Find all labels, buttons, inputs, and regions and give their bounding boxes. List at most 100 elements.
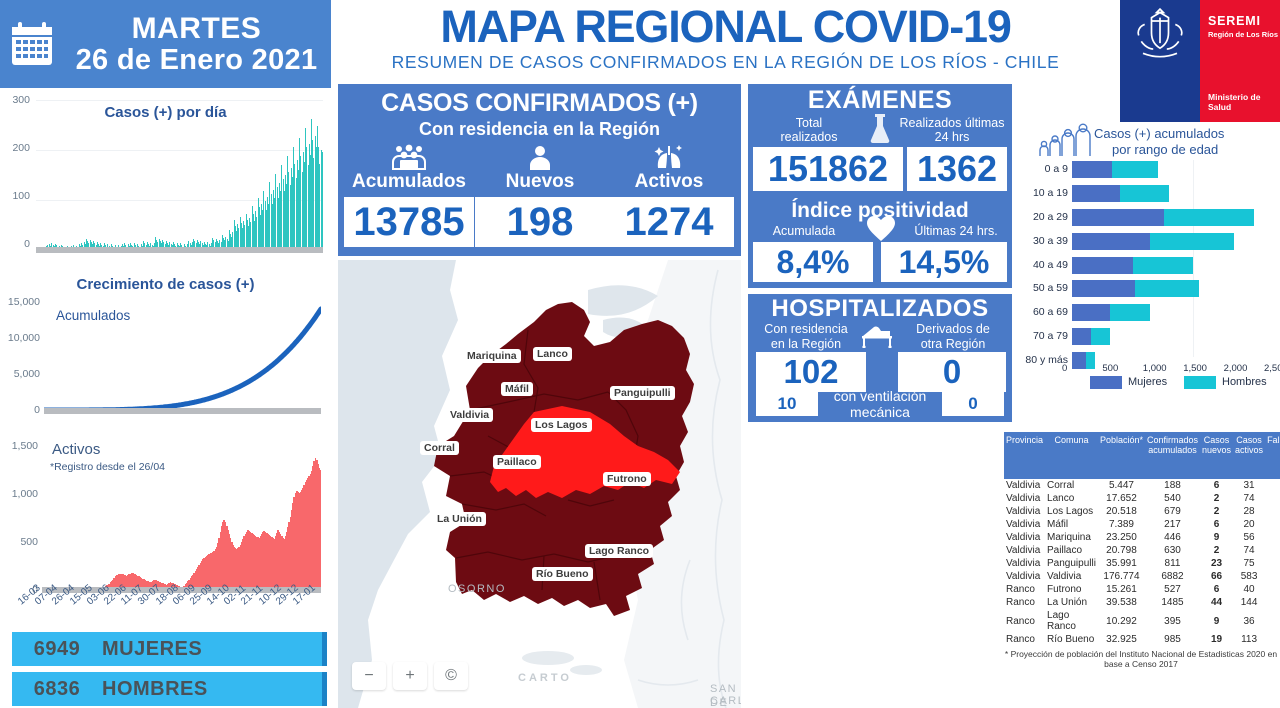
bar xyxy=(173,583,175,590)
bar xyxy=(215,546,218,590)
bar xyxy=(248,531,251,590)
x-axis-labels: 16-03 07-04 26-04 15-05 03-06 22-06 11-07 30-07… xyxy=(0,583,331,637)
bar xyxy=(127,574,129,590)
bar xyxy=(211,242,212,250)
bar xyxy=(277,530,279,590)
x-tick-label: 2,000 xyxy=(1223,363,1248,374)
chart-title: Crecimiento de casos (+) xyxy=(76,276,255,293)
bar xyxy=(197,242,199,250)
chart-casos-por-rango-edad: Casos (+) acumulados por rango de edad 0… xyxy=(1016,118,1280,418)
bar xyxy=(270,194,272,250)
bar xyxy=(240,541,243,590)
bar xyxy=(153,580,155,590)
regional-map[interactable]: Mariquina Lanco Máfil Panguipulli Valdiv… xyxy=(338,260,741,708)
ventilacion-row: 10 con ventilación mecánica 0 xyxy=(756,388,1004,420)
age-category-label: 60 a 69 xyxy=(1032,306,1068,319)
age-category-label: 30 a 39 xyxy=(1032,234,1068,247)
map-canvas[interactable] xyxy=(338,260,741,708)
table-cell: 20.518 xyxy=(1106,506,1137,518)
positividad-acumulada-label: Acumulada xyxy=(772,224,836,238)
bar xyxy=(305,128,306,250)
age-chart-title: Casos (+) acumulados por rango de edad xyxy=(1094,126,1224,157)
table-cell: Futrono xyxy=(1047,584,1082,596)
plot-area xyxy=(42,445,322,593)
bar xyxy=(280,535,283,590)
chart-casos-activos: Activos *Registro desde el 26/04 1,500 1… xyxy=(0,435,331,630)
bar xyxy=(274,535,277,590)
age-bar-hombres xyxy=(1164,208,1254,226)
map-zoom-out-button[interactable]: − xyxy=(352,662,386,690)
chart-casos-por-dia: Casos (+) por día 300 200 100 0 xyxy=(0,88,331,268)
bar xyxy=(208,553,211,590)
table-cell: 679 xyxy=(1164,506,1181,518)
bar xyxy=(290,509,293,590)
table-header-cell: Casos activos xyxy=(1233,432,1266,480)
bar xyxy=(163,583,165,590)
hombres-label: HOMBRES xyxy=(102,677,208,700)
table-cell: 4 xyxy=(1265,492,1280,505)
age-category-label: 70 a 79 xyxy=(1032,330,1068,343)
bar xyxy=(284,535,287,590)
bar xyxy=(155,237,156,250)
bar xyxy=(137,575,139,590)
map-label-valdivia: Valdivia xyxy=(447,409,493,421)
map-attribution-button[interactable]: © xyxy=(434,662,468,690)
bar xyxy=(253,534,256,590)
bar xyxy=(265,210,267,250)
table-cell: Ranco xyxy=(1006,584,1035,596)
bar xyxy=(305,479,308,590)
bar xyxy=(172,583,174,590)
bar xyxy=(157,242,159,250)
map-zoom-in-button[interactable]: + xyxy=(393,662,427,690)
bar xyxy=(220,526,223,590)
page-subtitle: RESUMEN DE CASOS CONFIRMADOS EN LA REGIÓ… xyxy=(391,52,1060,73)
map-controls[interactable]: − + © xyxy=(352,662,468,690)
bar xyxy=(319,470,322,590)
chart-title: Casos (+) por día xyxy=(104,104,227,121)
plot-area: 0 a 9 10 a 19 20 a 29 30 a 39 40 a 49 50 a 59… xyxy=(1016,160,1280,375)
bar xyxy=(112,579,114,590)
examenes-panel: EXÁMENES Total realizados Realizados últ… xyxy=(748,84,1012,288)
bar xyxy=(245,532,248,590)
table-cell: Ranco xyxy=(1006,634,1035,646)
bar xyxy=(240,223,242,250)
bar xyxy=(117,574,119,590)
bar xyxy=(124,575,127,590)
bar xyxy=(242,538,244,590)
bar xyxy=(217,241,218,250)
bar xyxy=(125,575,128,590)
table-cell: 31 xyxy=(1243,480,1255,492)
bar xyxy=(205,555,208,590)
table-cell: 28 xyxy=(1243,506,1255,518)
bar xyxy=(297,170,299,250)
logo-blue-panel xyxy=(1120,0,1200,122)
bar xyxy=(236,231,237,250)
table-cell: 630 xyxy=(1164,545,1181,557)
header-line-1: Población* xyxy=(1099,435,1143,445)
y-tick-1000: 1,000 xyxy=(11,488,38,500)
bar xyxy=(223,520,226,590)
bar xyxy=(300,156,302,250)
table-cell: 1485 xyxy=(1161,597,1184,609)
title-line-2: por rango de edad xyxy=(1112,141,1219,157)
table-cell: 13 xyxy=(1265,633,1280,646)
people-ages-icon xyxy=(1039,123,1091,156)
bar xyxy=(199,562,202,590)
bar xyxy=(224,522,227,590)
bar xyxy=(170,243,172,250)
chart-crecimiento-casos: Crecimiento de casos (+) Acumulados 15,0… xyxy=(0,270,331,435)
bar xyxy=(127,243,129,250)
hospital-bed-icon xyxy=(862,326,892,348)
table-cell: 3 xyxy=(1265,518,1280,531)
table-cell: Valdivia xyxy=(1006,558,1041,570)
x-tick-label: 1,500 xyxy=(1183,363,1207,374)
bar xyxy=(180,243,181,250)
plot-area xyxy=(41,300,324,414)
bar xyxy=(272,537,274,590)
table-header-cell: Casos nuevos xyxy=(1200,432,1234,480)
table-cell: 19 xyxy=(1210,634,1223,646)
examenes-total-value: 151862 xyxy=(753,147,903,191)
vent-label: con ventilación mecánica xyxy=(833,388,927,420)
bar xyxy=(170,582,173,590)
